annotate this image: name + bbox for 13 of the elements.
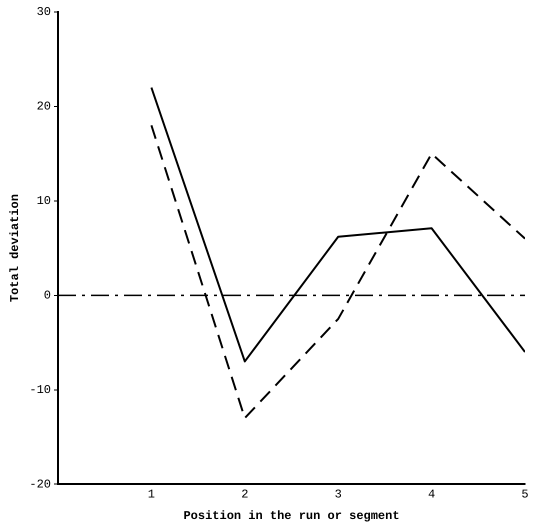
y-tick-label: 10	[36, 194, 52, 208]
x-tick-label: 4	[428, 488, 436, 502]
x-tick-label: 2	[241, 488, 248, 502]
y-tick-label: -20	[29, 477, 52, 492]
x-tick-label: 1	[148, 488, 156, 502]
y-tick-label: 20	[36, 100, 52, 114]
y-tick-label: 30	[36, 5, 52, 20]
y-axis-title: Total deviation	[8, 194, 22, 302]
y-tick-label: 0	[44, 288, 52, 302]
x-axis-title: Position in the run or segment	[183, 508, 400, 523]
x-tick-label: 3	[334, 488, 342, 502]
y-tick-label: -10	[29, 382, 52, 397]
x-tick-label: 5	[521, 488, 529, 502]
